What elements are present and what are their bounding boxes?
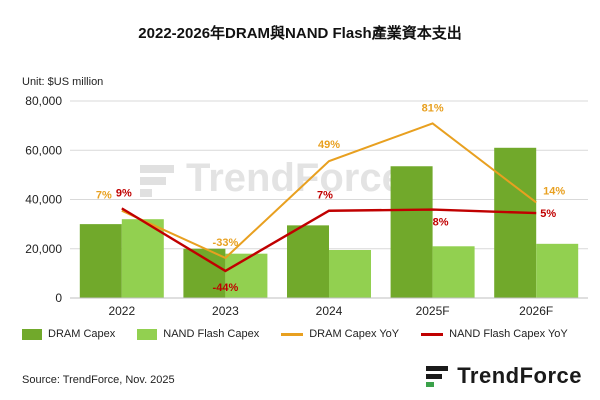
nand-yoy-line [121, 207, 537, 273]
y-tick-label: 60,000 [25, 143, 62, 157]
x-tick-label: 2023 [212, 304, 239, 318]
nand-yoy-label: -44% [213, 282, 239, 294]
x-axis-ticks: 2022 2023 2024 2025F 2026F [70, 297, 588, 318]
legend-label-nand-yoy: NAND Flash Capex YoY [449, 328, 568, 340]
chart-title: 2022-2026年DRAM與NAND Flash產業資本支出 [138, 25, 462, 42]
y-tick-label: 40,000 [25, 193, 62, 207]
yoy-labels: 7% -33% 49% 81% 14% 9% -44% 7% 8% 5% [96, 102, 566, 294]
legend-label-dram-capex: DRAM Capex [48, 328, 116, 340]
chart-plot: 0 20,000 40,000 60,000 80,000 7% -33% 49% 81% 14… [25, 94, 588, 318]
dram-yoy-line [121, 122, 537, 260]
dram-yoy-label: -33% [213, 237, 239, 249]
unit-label: Unit: $US million [22, 76, 104, 88]
bars [79, 147, 579, 298]
dram-yoy-label: 14% [543, 185, 565, 197]
legend-item-dram-yoy: DRAM Capex YoY [281, 328, 399, 340]
chart-legend: DRAM Capex NAND Flash Capex DRAM Capex Y… [22, 328, 592, 340]
legend-item-nand-capex: NAND Flash Capex [137, 328, 259, 340]
source-note: Source: TrendForce, Nov. 2025 [22, 374, 175, 386]
legend-swatch-dram-capex [22, 328, 42, 340]
nand-yoy-label: 9% [116, 187, 132, 199]
dram-capex-bar [494, 147, 537, 298]
legend-label-dram-yoy: DRAM Capex YoY [309, 328, 400, 340]
y-axis-ticks: 0 20,000 40,000 60,000 80,000 [25, 94, 62, 305]
nand-capex-bar [329, 249, 371, 298]
dram-yoy-label: 7% [96, 190, 112, 202]
y-tick-label: 0 [55, 291, 62, 305]
dram-yoy-label: 49% [318, 139, 340, 151]
nand-yoy-label: 7% [317, 190, 333, 202]
dram-yoy-label: 81% [422, 102, 444, 114]
dram-capex-bar [79, 224, 122, 298]
legend-label-nand-capex: NAND Flash Capex [163, 328, 260, 340]
dram-capex-bar [287, 225, 329, 298]
nand-capex-bar [536, 243, 579, 298]
x-tick-label: 2022 [108, 304, 135, 318]
nand-yoy-label: 8% [433, 217, 449, 229]
legend-swatch-nand-yoy [421, 332, 444, 336]
legend-item-dram-capex: DRAM Capex [22, 328, 115, 340]
trendforce-logo-text: TrendForce [457, 363, 582, 388]
y-tick-label: 20,000 [25, 242, 62, 256]
nand-yoy-label: 5% [540, 208, 556, 220]
x-tick-label: 2026F [519, 304, 553, 318]
nand-capex-bar [225, 253, 268, 298]
x-tick-label: 2025F [416, 304, 450, 318]
legend-item-nand-yoy: NAND Flash Capex YoY [421, 328, 568, 340]
x-tick-label: 2024 [316, 304, 343, 318]
dram-capex-bar [390, 166, 433, 298]
y-tick-label: 80,000 [25, 94, 62, 108]
nand-capex-bar [432, 246, 475, 298]
trendforce-logo-icon [426, 366, 449, 387]
nand-capex-bar [121, 219, 164, 298]
trendforce-logo: TrendForce [425, 363, 582, 389]
legend-swatch-dram-yoy [281, 332, 304, 336]
yoy-lines [121, 122, 537, 273]
legend-swatch-nand-capex [137, 328, 158, 340]
